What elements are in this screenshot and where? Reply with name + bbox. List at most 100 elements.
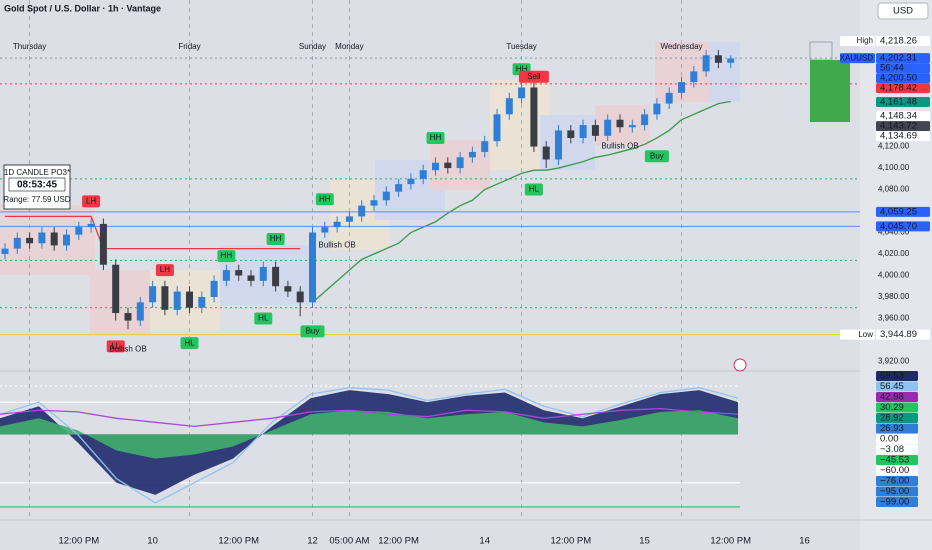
candle-body	[395, 184, 403, 192]
price-tag-caption: XAUUSD	[840, 53, 874, 62]
candle-body	[63, 234, 70, 246]
info-box-timer-frame	[8, 177, 66, 192]
price-tag	[876, 83, 930, 94]
oscillator-tag-label: 28.92	[880, 413, 904, 424]
price-tag	[876, 121, 930, 132]
candle-body	[628, 125, 636, 128]
info-box-timer: 08:53:45	[17, 180, 57, 191]
annotation-label: LH	[160, 265, 170, 274]
day-label: Sunday	[299, 42, 326, 51]
oscillator-layer: 59.5356.4542.9830.2928.9226.930.00−3.08−…	[0, 371, 918, 508]
oscillator-tag	[876, 476, 918, 486]
oscillator-line	[0, 407, 739, 428]
candle-body	[579, 125, 587, 138]
annotation-badge	[315, 193, 334, 206]
candle-body	[382, 191, 390, 201]
candle-body	[505, 98, 513, 115]
candle-body	[727, 58, 735, 63]
x-tick-label: 05:00 AM	[329, 536, 369, 547]
annotation-badge	[155, 264, 174, 277]
annotation-label: HH	[516, 64, 528, 73]
day-label: Monday	[335, 42, 363, 51]
oscillator-tag	[876, 465, 918, 476]
oscillator-tag-label: 56.45	[880, 381, 904, 392]
y-tick-label: 3,980.00	[878, 292, 910, 301]
oscillator-tag	[876, 434, 918, 444]
x-tick-label: 14	[479, 536, 490, 547]
annotation-label: HH	[319, 194, 331, 203]
oscillator-tag-label: −76.00	[880, 476, 909, 487]
y-tick-label: 4,000.00	[878, 271, 910, 280]
candle-body	[444, 162, 452, 169]
candle-body	[50, 232, 58, 246]
candle-body	[321, 227, 329, 233]
currency-label[interactable]: USD	[893, 6, 913, 17]
day-label: Tuesday	[506, 42, 536, 51]
annotation-label: HL	[258, 314, 269, 323]
annotation-badge	[254, 312, 273, 325]
candle-body	[518, 87, 526, 99]
price-tag-caption-bg	[840, 329, 875, 340]
trend-line	[312, 100, 731, 303]
price-tag-caption-bg	[840, 53, 875, 64]
annotation-label: HH	[270, 234, 282, 243]
currency-button[interactable]	[877, 2, 929, 20]
y-tick-label: 4,120.00	[878, 142, 910, 151]
oscillator-area	[0, 390, 738, 495]
day-label: Thursday	[13, 42, 46, 51]
price-tag-label: 4,045.70	[880, 221, 917, 232]
price-tag-label: 4,148.34	[880, 111, 917, 122]
day-label: Friday	[178, 42, 200, 51]
candle-body	[99, 223, 107, 265]
candle-body	[702, 55, 710, 72]
annotation-badge	[644, 150, 669, 163]
alert-icon[interactable]	[733, 358, 747, 372]
annotation-label: LL	[111, 341, 120, 350]
annotation-label: HH	[221, 251, 233, 260]
candle-body	[407, 178, 415, 185]
candle-body	[186, 291, 193, 308]
price-tag	[876, 36, 930, 47]
oscillator-tag	[876, 381, 918, 392]
x-tick-label: 16	[799, 536, 810, 547]
x-tick-label: 10	[147, 536, 158, 547]
price-tag-label: 4,202.31	[880, 53, 917, 64]
candle-body	[468, 151, 476, 158]
session-box	[150, 270, 220, 330]
candle-body	[567, 130, 575, 138]
candle-body	[641, 114, 649, 126]
candle-body	[149, 286, 157, 303]
candle-body	[653, 103, 661, 115]
price-tag-label: 4,059.25	[880, 206, 917, 217]
candle-body	[198, 296, 206, 308]
price-tag-label: 4,200.50	[880, 73, 917, 84]
candle-body	[432, 162, 439, 171]
annotation-label: HL	[184, 338, 195, 347]
candle-body	[124, 313, 132, 321]
candle-body	[481, 141, 489, 152]
candle-body	[26, 237, 34, 244]
oscillator-line	[0, 387, 739, 504]
candle-body	[604, 119, 612, 136]
y-tick-label: 3,920.00	[878, 357, 910, 366]
oscillator-tag-label: 0.00	[880, 434, 899, 445]
x-tick-label: 15	[639, 536, 650, 547]
annotation-label: Sell	[527, 72, 541, 81]
info-box-title: 1D CANDLE PO3*	[4, 168, 70, 177]
oscillator-tag-label: 59.53	[880, 371, 904, 382]
candle-body	[259, 266, 267, 281]
price-tag	[876, 221, 930, 232]
position-tool	[809, 41, 850, 122]
oscillator-tag	[876, 402, 918, 413]
candle-body	[210, 280, 218, 297]
candle-body	[309, 232, 316, 303]
oscillator-tag	[876, 444, 918, 455]
price-tag-label: 4,134.69	[880, 131, 917, 142]
oscillator-tag-label: −99.00	[880, 497, 909, 508]
x-tick-label: 12:00 PM	[58, 536, 99, 547]
position-target-box	[810, 60, 850, 122]
candle-body	[665, 92, 673, 104]
annotation-label: HL	[529, 185, 540, 194]
annotation-badge	[300, 325, 325, 338]
candle-body	[530, 87, 538, 147]
